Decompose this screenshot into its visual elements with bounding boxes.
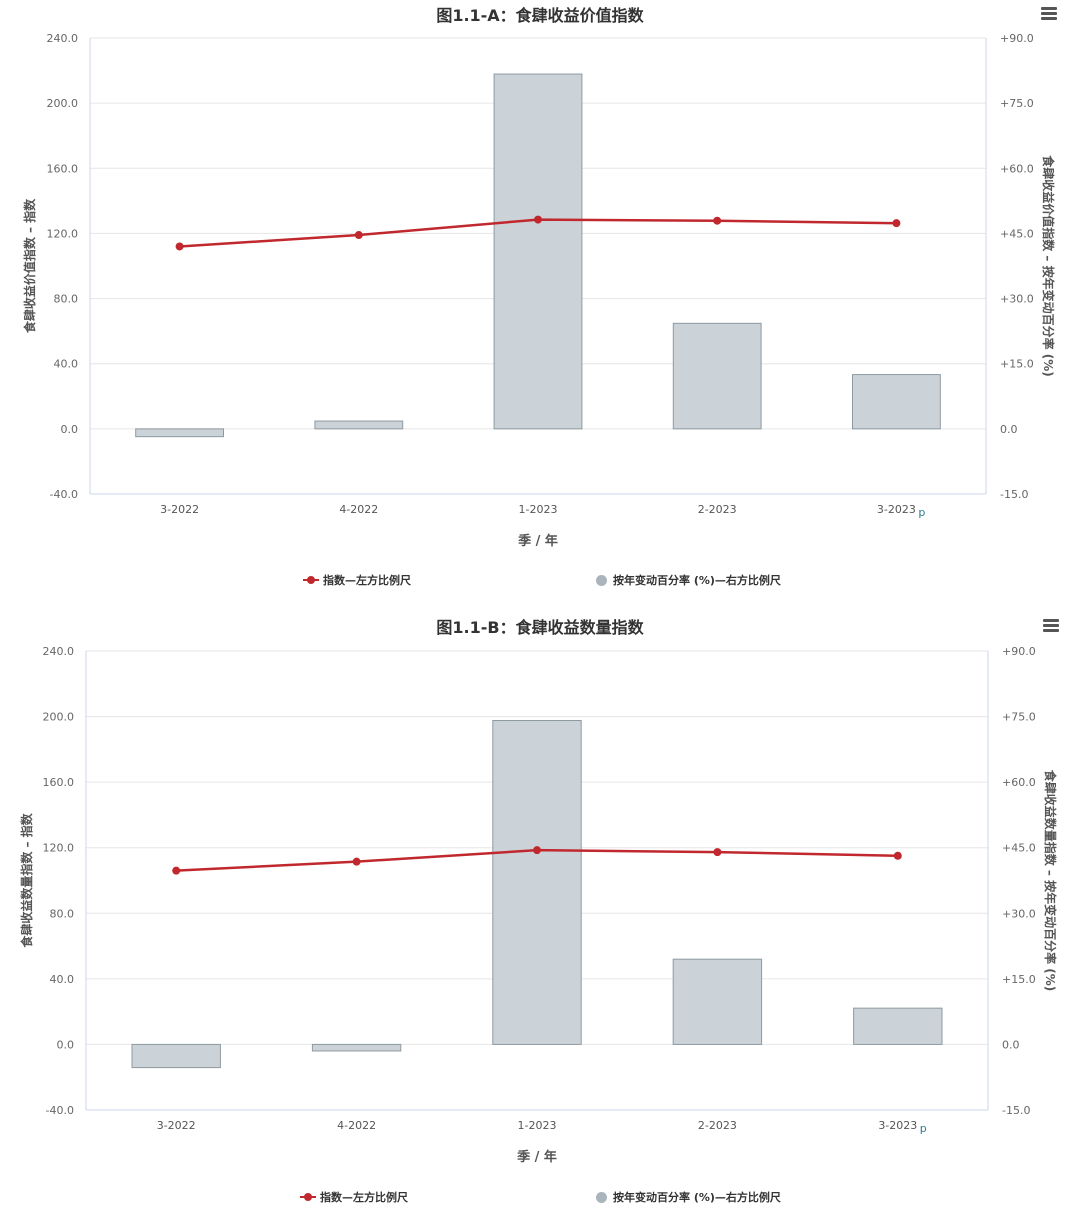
- line-marker-icon: [300, 1191, 316, 1203]
- right-axis-title: 食肆收益数量指数 – 按年变动百分率 (%): [1043, 769, 1058, 992]
- right-tick-label: +15.0: [1002, 973, 1036, 986]
- right-tick-label: 0.0: [1002, 1038, 1020, 1051]
- legend-label-bar: 按年变动百分率 (%)—右方比例尺: [613, 574, 781, 587]
- left-axis-title: 食肆收益价值指数 – 指数: [22, 198, 37, 334]
- legend-label-line: 指数—左方比例尺: [320, 1191, 408, 1204]
- legend-item-bar[interactable]: 按年变动百分率 (%)—右方比例尺: [596, 572, 781, 588]
- bar[interactable]: [672, 958, 763, 1045]
- left-tick-label: 160.0: [47, 162, 79, 175]
- x-tick-label: 3-2022: [157, 1119, 196, 1132]
- provisional-mark: p: [918, 506, 925, 519]
- bar[interactable]: [672, 322, 762, 430]
- x-tick-label: 3-2023: [877, 503, 916, 516]
- line-point[interactable]: [354, 231, 363, 240]
- right-tick-label: -15.0: [1000, 488, 1028, 501]
- right-tick-label: +90.0: [1000, 32, 1034, 45]
- bar[interactable]: [851, 374, 941, 430]
- left-tick-label: 200.0: [43, 711, 75, 724]
- right-tick-label: +75.0: [1000, 97, 1034, 110]
- line-point[interactable]: [893, 851, 902, 860]
- bar[interactable]: [493, 73, 583, 430]
- x-tick-label: 1-2023: [518, 1119, 557, 1132]
- line-point[interactable]: [533, 846, 541, 855]
- left-tick-label: 80.0: [50, 907, 75, 920]
- circle-marker-icon: [596, 574, 607, 586]
- line-point[interactable]: [534, 215, 542, 224]
- left-tick-label: 120.0: [47, 227, 79, 240]
- chart-a-container: 图1.1-A：食肆收益价值指数 240.0 200.0 160.0 120.0 80.0…: [0, 0, 1080, 600]
- hamburger-menu-icon[interactable]: [1041, 7, 1057, 21]
- left-tick-label: 240.0: [47, 32, 79, 45]
- legend-item-line[interactable]: 指数—左方比例尺: [303, 572, 411, 588]
- line-point[interactable]: [352, 857, 361, 866]
- legend-item-line[interactable]: 指数—左方比例尺: [300, 1189, 408, 1205]
- right-tick-label: +15.0: [1000, 358, 1034, 371]
- left-tick-label: 160.0: [43, 776, 75, 789]
- left-tick-label: 40.0: [54, 358, 79, 371]
- x-axis-title: 季 / 年: [516, 1149, 557, 1165]
- right-tick-label: +60.0: [1000, 162, 1034, 175]
- x-axis-title: 季 / 年: [517, 533, 558, 549]
- x-tick-label: 1-2023: [519, 503, 558, 516]
- provisional-mark: p: [920, 1122, 927, 1135]
- circle-marker-icon: [596, 1191, 607, 1203]
- line-point[interactable]: [713, 848, 722, 857]
- chart-a-svg: 240.0 200.0 160.0 120.0 80.0 40.0 0.0 -40.0 +90.…: [22, 32, 1056, 549]
- hamburger-menu-icon[interactable]: [1043, 619, 1059, 633]
- legend-item-bar[interactable]: 按年变动百分率 (%)—右方比例尺: [596, 1189, 781, 1205]
- bar[interactable]: [853, 1007, 943, 1045]
- chart-b-container: 图1.1-B：食肆收益数量指数 240.0 200.0 160.0 120.0 80.0…: [0, 612, 1080, 1209]
- line-marker-icon: [303, 574, 319, 586]
- right-axis-title: 食肆收益价值指数 – 按年变动百分率 (%): [1041, 154, 1056, 377]
- right-tick-label: +30.0: [1000, 293, 1034, 306]
- legend-label-line: 指数—左方比例尺: [323, 574, 411, 587]
- left-tick-label: -40.0: [46, 1104, 74, 1117]
- left-axis-title: 食肆收益数量指数 – 指数: [19, 812, 34, 948]
- x-tick-label: 4-2022: [337, 1119, 376, 1132]
- right-tick-label: +45.0: [1000, 227, 1034, 240]
- left-tick-label: 80.0: [54, 293, 79, 306]
- bar[interactable]: [492, 720, 582, 1045]
- right-tick-label: +75.0: [1002, 711, 1036, 724]
- line-point[interactable]: [713, 216, 722, 225]
- right-tick-label: -15.0: [1002, 1104, 1030, 1117]
- legend-label-bar: 按年变动百分率 (%)—右方比例尺: [613, 1191, 781, 1204]
- left-tick-label: -40.0: [50, 488, 78, 501]
- legend: 指数—左方比例尺 按年变动百分率 (%)—右方比例尺: [0, 1189, 1080, 1209]
- legend: 指数—左方比例尺 按年变动百分率 (%)—右方比例尺: [0, 572, 1080, 592]
- right-tick-label: +60.0: [1002, 776, 1036, 789]
- chart-title: 图1.1-A：食肆收益价值指数: [436, 6, 644, 25]
- left-tick-label: 240.0: [43, 645, 75, 658]
- line-point[interactable]: [172, 866, 181, 875]
- x-tick-label: 4-2022: [339, 503, 378, 516]
- bar[interactable]: [135, 428, 225, 438]
- chart-title: 图1.1-B：食肆收益数量指数: [436, 618, 644, 637]
- bar[interactable]: [314, 420, 404, 430]
- line-point[interactable]: [175, 242, 184, 251]
- left-tick-label: 120.0: [43, 842, 75, 855]
- x-tick-label: 3-2023: [878, 1119, 917, 1132]
- right-tick-label: +45.0: [1002, 842, 1036, 855]
- right-tick-label: +90.0: [1002, 645, 1036, 658]
- left-tick-label: 200.0: [47, 97, 79, 110]
- bar[interactable]: [311, 1043, 402, 1052]
- chart-b-svg: 240.0 200.0 160.0 120.0 80.0 40.0 0.0 -40.0 +90.…: [19, 645, 1058, 1165]
- x-tick-label: 2-2023: [698, 503, 737, 516]
- left-tick-label: 0.0: [57, 1038, 75, 1051]
- left-tick-label: 0.0: [61, 423, 79, 436]
- x-tick-label: 3-2022: [160, 503, 199, 516]
- line-point[interactable]: [892, 219, 901, 228]
- x-tick-label: 2-2023: [698, 1119, 737, 1132]
- right-tick-label: +30.0: [1002, 907, 1036, 920]
- bar[interactable]: [131, 1043, 221, 1069]
- left-tick-label: 40.0: [50, 973, 75, 986]
- right-tick-label: 0.0: [1000, 423, 1018, 436]
